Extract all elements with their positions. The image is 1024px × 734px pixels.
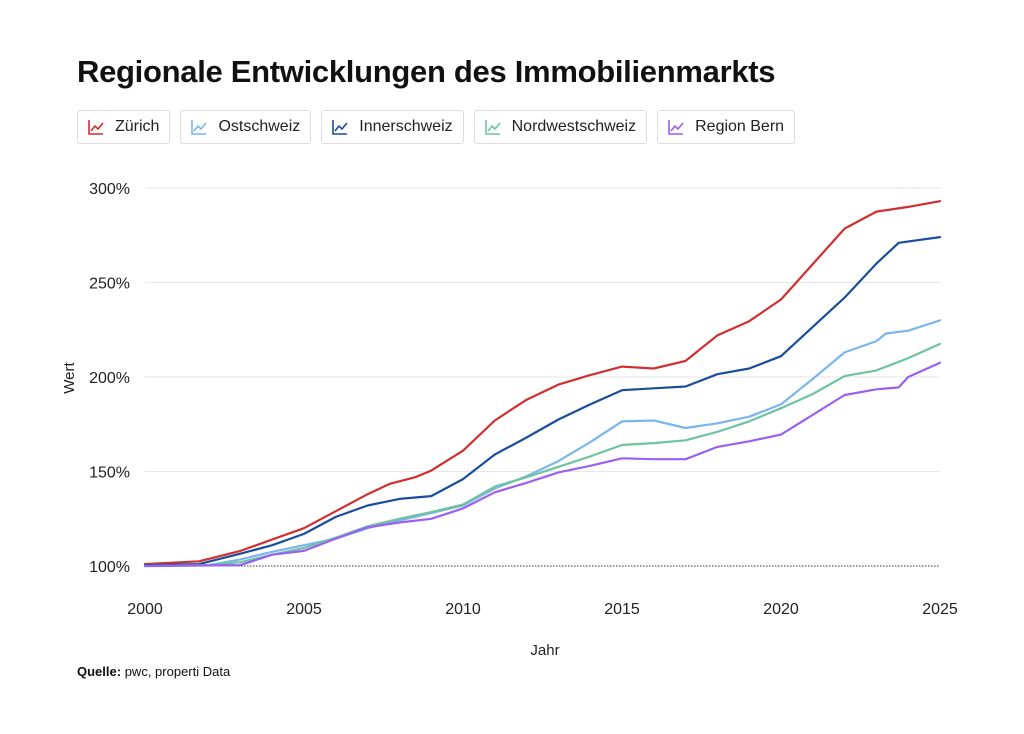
x-tick-label: 2025 <box>922 601 958 618</box>
line-chart-icon <box>191 120 208 135</box>
legend-item[interactable]: Region Bern <box>657 110 796 144</box>
y-tick-label: 300% <box>89 181 130 198</box>
series-line-2 <box>143 236 942 567</box>
x-tick-label: 2000 <box>127 601 163 618</box>
series-line-0 <box>143 200 942 566</box>
line-chart-icon <box>668 120 684 135</box>
series-line-1 <box>143 319 942 568</box>
series-line-3 <box>143 342 942 568</box>
line-chart-icon <box>484 120 501 135</box>
x-tick-label: 2010 <box>445 601 481 618</box>
legend-label: Region Bern <box>695 118 785 135</box>
legend-label: Nordwestschweiz <box>511 118 637 135</box>
legend-item[interactable]: Nordwestschweiz <box>473 110 648 144</box>
series-line-4 <box>143 361 942 568</box>
y-tick-label: 250% <box>89 276 130 293</box>
y-tick-label: 200% <box>89 370 130 387</box>
legend-label: Innerschweiz <box>359 118 453 135</box>
line-chart-icon <box>332 120 348 135</box>
y-axis-title: Wert <box>61 361 78 393</box>
source-text: pwc, properti Data <box>124 664 231 679</box>
x-tick-label: 2020 <box>763 601 799 618</box>
x-axis-title: Jahr <box>530 642 559 659</box>
legend-item[interactable]: Ostschweiz <box>180 110 312 144</box>
legend-item[interactable]: Innerschweiz <box>321 110 464 144</box>
legend-label: Zürich <box>115 118 160 135</box>
legend-label: Ostschweiz <box>218 118 301 135</box>
legend-item[interactable]: Zürich <box>77 110 171 144</box>
y-tick-label: 100% <box>89 559 130 576</box>
page-title: Regionale Entwicklungen des Immobilienma… <box>77 54 776 89</box>
source-label: Quelle: <box>77 664 122 679</box>
series-lines <box>143 200 942 568</box>
y-tick-label: 150% <box>89 465 130 482</box>
y-tick-labels: 100% 150% 200% 250% 300% <box>89 181 130 576</box>
x-tick-labels: 2000 2005 2010 2015 2020 2025 <box>127 601 958 618</box>
line-chart-icon <box>88 120 104 135</box>
source-note: Quelle: pwc, properti Data <box>77 664 230 679</box>
x-tick-label: 2015 <box>604 601 640 618</box>
legend: Zürich Ostschweiz Innerschweiz Nordwestschw… <box>77 110 796 144</box>
x-tick-label: 2005 <box>286 601 322 618</box>
gridlines <box>145 187 940 567</box>
